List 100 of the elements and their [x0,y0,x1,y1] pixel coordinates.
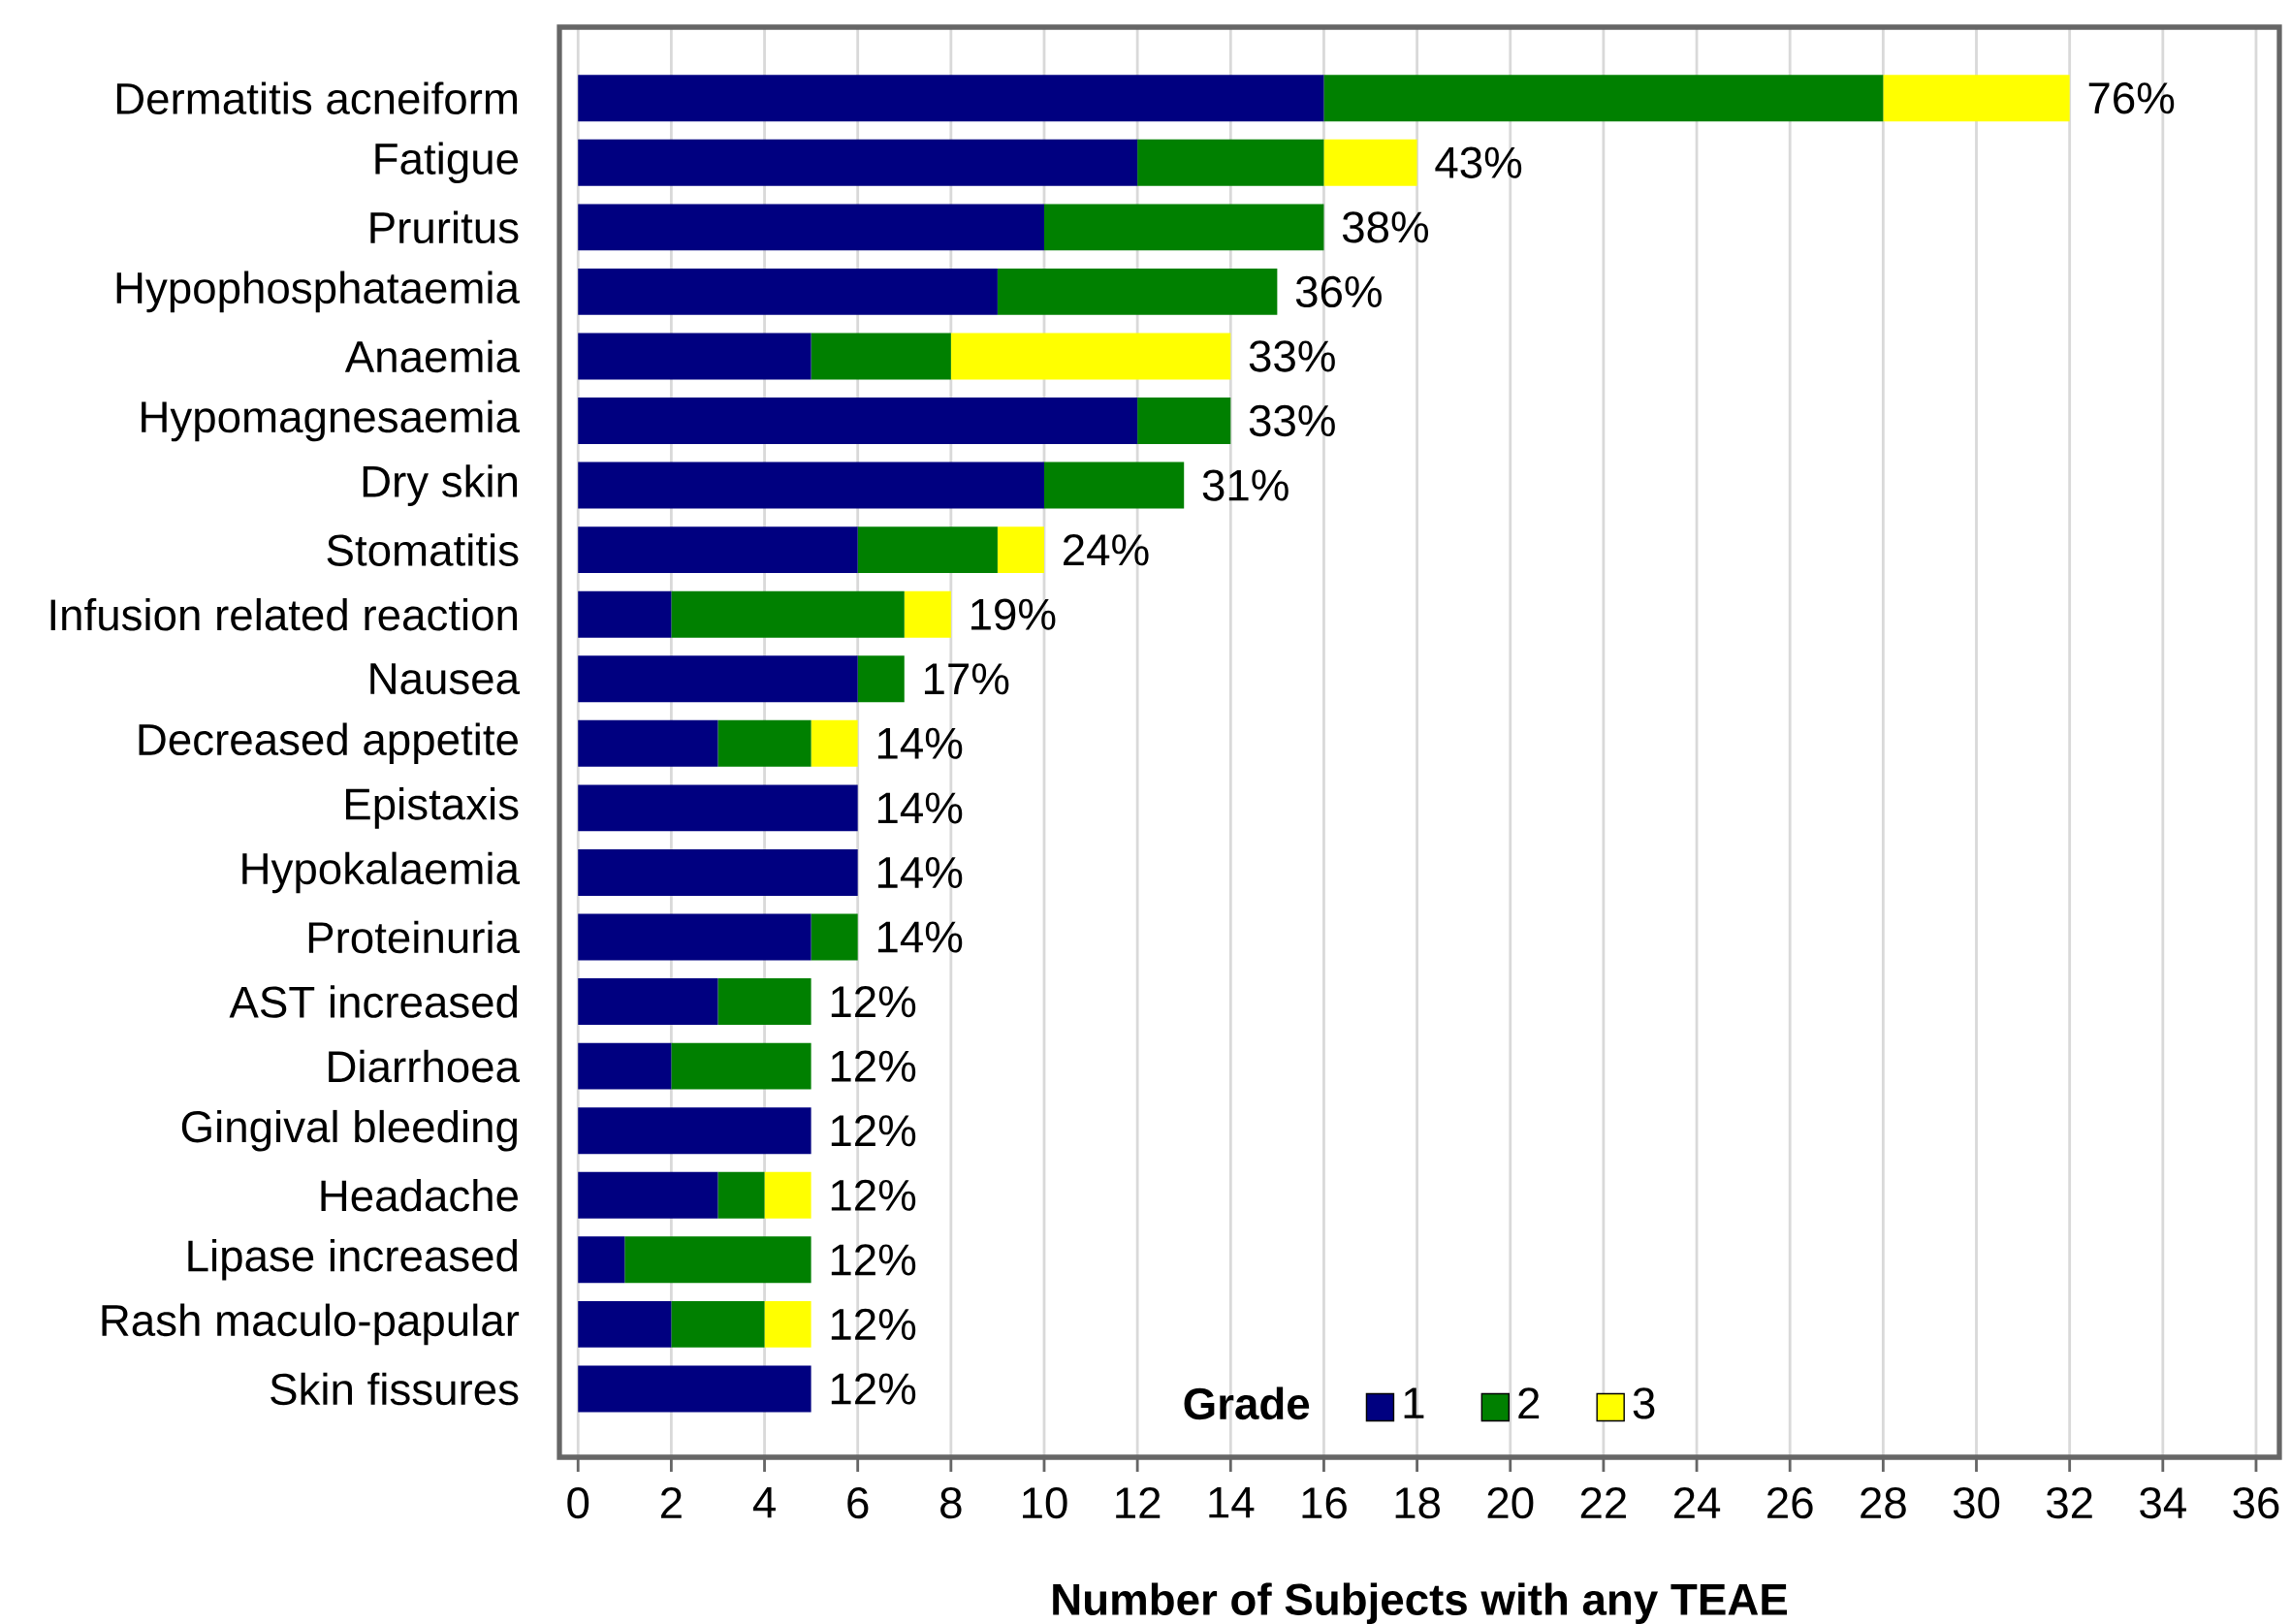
annotation: 76% [2088,82,2175,114]
y-tick-label: Dry skin [363,464,518,506]
y-tick-label: AST increased [229,985,518,1018]
legend-label: 2 [1518,1387,1540,1419]
bar [997,526,1044,574]
bar [578,139,1138,186]
y-tick-label: Decreased appetite [139,722,518,765]
bar [578,784,858,832]
y-tick-label: Nausea [370,663,521,695]
legend-label: 3 [1633,1387,1655,1419]
bar [1323,75,1884,122]
annotation: 36% [1295,275,1382,308]
x-tick-label: 12 [1116,1486,1161,1518]
y-tick-label: Diarrhoea [329,1049,521,1083]
bar [671,1300,765,1348]
bar [717,1171,765,1219]
y-tick-label: Headache [321,1178,518,1212]
y-tick-label: Proteinuria [308,920,521,954]
y-tick-label: Hypophosphataemia [116,271,520,313]
bar [717,978,811,1026]
bar [578,1107,811,1155]
bar [578,655,858,703]
bar [578,1042,672,1090]
y-tick-label: Stomatitis [327,533,519,566]
y-tick-label: Hypokalaemia [242,851,521,894]
bar [578,1300,672,1348]
x-tick-label: 30 [1953,1486,2000,1519]
y-tick-label: Pruritus [370,210,519,244]
x-tick-label: 20 [1487,1486,1534,1519]
annotation: 33% [1249,404,1335,437]
x-tick-label: 28 [1861,1486,1906,1519]
bar [811,333,951,380]
x-tick-label: 34 [2140,1486,2186,1519]
legend-label: 1 [1404,1387,1424,1418]
bar [578,75,1324,122]
bar [904,590,951,638]
bar [578,268,998,315]
x-tick-label: 2 [660,1486,682,1518]
x-tick-label: 24 [1673,1486,1721,1518]
x-axis-title: Number of Subjects with any TEAE [1053,1582,1788,1624]
annotation: 12% [831,1244,916,1276]
x-tick-label: 14 [1209,1486,1255,1518]
annotation: 14% [877,792,963,824]
bar [857,526,998,574]
annotation: 31% [1202,469,1289,501]
annotation: 24% [1064,534,1149,566]
bar [578,398,1138,444]
annotation: 19% [971,598,1056,630]
bar [671,1042,811,1090]
annotation: 12% [831,1308,916,1340]
annotation: 43% [1435,146,1522,178]
legend-title: Grade [1184,1386,1310,1420]
bar [1137,398,1231,444]
annotation: 17% [924,663,1009,695]
y-tick-label: Skin fissures [270,1372,519,1406]
bar [578,462,1044,509]
bar [1043,204,1324,251]
bar [764,1171,811,1219]
annotation: 12% [831,985,916,1018]
x-tick-label: 16 [1302,1486,1347,1519]
x-tick-label: 18 [1395,1486,1441,1519]
bar [1137,139,1324,186]
annotation: 14% [877,921,963,953]
y-tick-label: Lipase increased [188,1239,518,1281]
bar [811,913,858,961]
annotation: 12% [831,1050,916,1082]
annotation: 12% [831,1373,916,1405]
bar [578,978,718,1026]
bar [578,526,858,574]
y-tick-label: Infusion related reaction [50,597,517,631]
bar [624,1236,811,1284]
x-tick-label: 26 [1767,1486,1813,1519]
bar [857,655,905,703]
y-tick-label: Gingival bleeding [181,1109,518,1152]
bar [578,590,672,638]
bar [578,1171,718,1219]
bar [811,719,858,767]
x-tick-label: 36 [2233,1486,2279,1519]
annotation: 33% [1249,340,1335,372]
bar [578,204,1044,251]
y-tick-label: Hypomagnesaemia [142,399,520,442]
x-tick-label: 10 [1023,1486,1067,1519]
y-tick-label: Epistaxis [345,787,519,829]
x-tick-label: 0 [567,1486,589,1519]
annotation: 14% [877,727,963,759]
x-tick-label: 8 [940,1486,962,1519]
bar [578,1365,811,1413]
annotation: 38% [1342,211,1429,243]
bar [997,268,1278,315]
x-tick-label: 4 [752,1486,776,1518]
annotation: 12% [831,1115,916,1147]
bar [764,1300,811,1348]
annotation: 14% [877,856,963,888]
bar [578,1236,625,1284]
x-tick-label: 6 [847,1486,869,1519]
x-tick-label: 32 [2047,1486,2092,1519]
bar [717,719,811,767]
y-tick-label: Fatigue [375,142,519,184]
bar [578,913,811,961]
bar [1043,462,1185,509]
